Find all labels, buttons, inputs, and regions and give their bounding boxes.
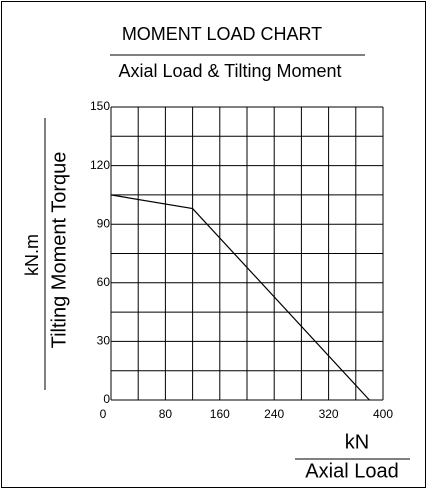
y-tick-label: 120	[90, 158, 110, 172]
y-tick-label: 90	[97, 216, 111, 230]
y-tick-label: 30	[97, 334, 111, 348]
chart-subtitle: Axial Load & Tilting Moment	[118, 61, 341, 81]
x-unit: kN	[345, 431, 369, 453]
y-unit: kN.m	[22, 234, 42, 276]
x-tick-label: 80	[159, 407, 173, 421]
x-tick-label: 320	[319, 407, 339, 421]
x-tick-label: 0	[100, 407, 107, 421]
data-line	[110, 194, 370, 401]
y-tick-label: 60	[97, 275, 111, 289]
x-tick-label: 240	[264, 407, 284, 421]
x-tick-label: 160	[210, 407, 230, 421]
y-tick-label: 0	[103, 392, 110, 406]
x-tick-label: 400	[373, 407, 393, 421]
chart-title: MOMENT LOAD CHART	[122, 24, 322, 44]
y-tick-label: 150	[90, 99, 110, 113]
x-axis-label: Axial Load	[305, 460, 398, 482]
y-axis-label: Tilting Moment Torque	[48, 152, 70, 349]
